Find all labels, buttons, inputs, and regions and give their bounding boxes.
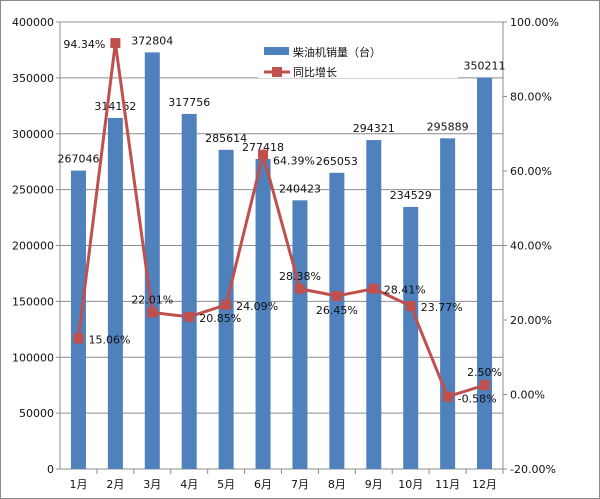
growth-data-label: 64.39% <box>273 155 315 168</box>
left-axis-tick-label: 50000 <box>19 407 54 420</box>
growth-data-label: 15.06% <box>88 333 130 346</box>
bar-data-label: 234529 <box>390 189 432 202</box>
right-axis-tick-label: -20.00% <box>510 463 556 476</box>
growth-marker-7月 <box>294 283 305 294</box>
growth-data-label: 94.34% <box>63 38 105 51</box>
growth-data-label: 22.01% <box>131 294 173 307</box>
right-axis-tick-label: 80.00% <box>510 91 552 104</box>
growth-marker-9月 <box>368 283 379 294</box>
growth-marker-12月 <box>479 380 490 391</box>
growth-data-label: 20.85% <box>199 312 241 325</box>
right-axis-tick-label: 40.00% <box>510 240 552 253</box>
legend-label-bars: 柴油机销量（台） <box>293 45 381 59</box>
growth-marker-3月 <box>147 307 158 318</box>
x-axis-tick-label: 3月 <box>143 478 161 491</box>
growth-data-label: 2.50% <box>467 366 502 379</box>
growth-data-label: 23.77% <box>421 301 463 314</box>
x-axis-tick-label: 1月 <box>69 478 87 491</box>
bar-4月 <box>181 113 197 470</box>
left-axis-tick-label: 400000 <box>12 16 54 29</box>
x-axis-tick-label: 8月 <box>328 478 346 491</box>
x-axis-tick-label: 5月 <box>217 478 235 491</box>
growth-marker-2月 <box>110 38 121 49</box>
growth-data-label: 24.09% <box>236 300 278 313</box>
bar-3月 <box>144 52 160 469</box>
left-axis-tick-label: 300000 <box>12 128 54 141</box>
bar-data-label: 294321 <box>353 122 395 135</box>
bar-data-label: 317756 <box>168 96 210 109</box>
bar-12月 <box>477 77 493 469</box>
left-axis-tick-label: 0 <box>47 463 54 476</box>
x-axis-tick-label: 11月 <box>435 478 460 491</box>
x-axis-tick-label: 2月 <box>106 478 124 491</box>
bar-8月 <box>329 172 345 469</box>
x-axis-tick-label: 7月 <box>291 478 309 491</box>
bar-9月 <box>366 140 382 469</box>
bar-10月 <box>403 206 419 469</box>
left-axis-tick-label: 350000 <box>12 72 54 85</box>
x-axis-tick-label: 6月 <box>254 478 272 491</box>
bar-data-label: 372804 <box>131 34 173 47</box>
right-axis-tick-label: 60.00% <box>510 165 552 178</box>
x-axis-tick-label: 9月 <box>365 478 383 491</box>
growth-marker-8月 <box>331 290 342 301</box>
legend-background <box>258 36 458 78</box>
legend-label-line: 同比增长 <box>293 65 337 79</box>
growth-marker-10月 <box>405 300 416 311</box>
bar-data-label: 267046 <box>57 153 99 166</box>
bar-1月 <box>70 170 86 469</box>
bar-6月 <box>255 158 271 469</box>
growth-data-label: 26.45% <box>316 304 358 317</box>
x-axis-tick-label: 4月 <box>180 478 198 491</box>
growth-marker-1月 <box>73 333 84 344</box>
bar-data-label: 314162 <box>94 100 136 113</box>
bar-data-label: 265053 <box>316 155 358 168</box>
growth-data-label: 28.41% <box>384 284 426 297</box>
growth-data-label: 28.38% <box>279 270 321 283</box>
bar-7月 <box>292 200 308 469</box>
bar-data-label: 350211 <box>464 60 506 73</box>
growth-marker-11月 <box>442 391 453 402</box>
right-axis-tick-label: 0.00% <box>510 389 545 402</box>
legend-bar-swatch <box>264 47 289 55</box>
bar-data-label: 277418 <box>242 141 284 154</box>
x-axis-tick-label: 10月 <box>398 478 423 491</box>
left-axis-tick-label: 150000 <box>12 295 54 308</box>
bar-data-label: 285614 <box>205 132 247 145</box>
right-axis-tick-label: 100.00% <box>510 16 559 29</box>
left-axis-tick-label: 100000 <box>12 351 54 364</box>
left-axis-tick-label: 250000 <box>12 184 54 197</box>
growth-marker-4月 <box>184 311 195 322</box>
growth-marker-5月 <box>221 299 232 310</box>
left-axis-tick-label: 200000 <box>12 240 54 253</box>
growth-marker-6月 <box>258 149 269 160</box>
bar-data-label: 240423 <box>279 182 321 195</box>
legend-line-marker <box>272 67 282 77</box>
bar-2月 <box>107 117 123 470</box>
growth-line <box>76 42 485 399</box>
growth-data-label: -0.58% <box>458 393 497 406</box>
bar-data-label: 295889 <box>427 120 469 133</box>
right-axis-tick-label: 20.00% <box>510 314 552 327</box>
x-axis-tick-label: 12月 <box>472 478 497 491</box>
